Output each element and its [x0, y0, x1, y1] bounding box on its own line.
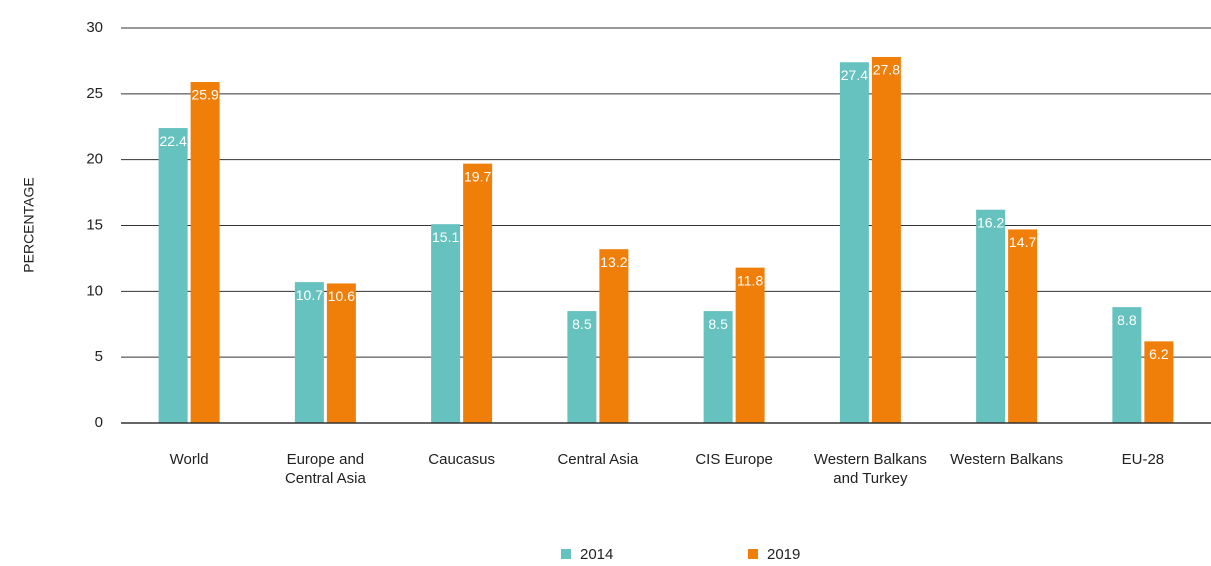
bar	[463, 163, 493, 423]
bar	[567, 311, 597, 423]
x-tick-label: World	[169, 451, 209, 468]
bar	[703, 311, 733, 423]
y-tick-label: 15	[86, 216, 103, 233]
value-label: 27.8	[873, 62, 900, 78]
x-tick-label: CIS Europe	[695, 451, 773, 468]
bar	[871, 56, 901, 423]
bar	[1008, 229, 1038, 423]
bar	[599, 249, 629, 423]
bar	[190, 81, 220, 423]
x-tick-label: Western Balkans	[950, 451, 1064, 468]
y-tick-label: 5	[95, 348, 103, 365]
bar	[431, 224, 461, 423]
value-label: 19.7	[464, 168, 491, 184]
legend-swatch	[748, 549, 758, 559]
x-tick-label: Caucasus	[428, 451, 495, 468]
bar	[1144, 341, 1174, 423]
bar	[976, 209, 1006, 423]
x-tick-label: Central Asia	[557, 451, 639, 468]
y-tick-label: 0	[95, 414, 103, 431]
value-label: 8.8	[1117, 312, 1137, 328]
x-tick-label: Western Balkans and Turkey	[813, 451, 927, 487]
bar	[326, 283, 356, 423]
value-label: 25.9	[192, 87, 219, 103]
value-label: 14.7	[1009, 234, 1036, 250]
bar	[1112, 307, 1142, 423]
value-label: 13.2	[600, 254, 627, 270]
legend-swatch	[561, 549, 571, 559]
y-tick-label: 25	[86, 85, 103, 102]
value-label: 16.2	[977, 214, 1004, 230]
bar	[735, 267, 765, 423]
x-tick-label: Europe and Central Asia	[284, 451, 366, 487]
value-label: 15.1	[432, 229, 459, 245]
y-tick-label: 10	[86, 282, 103, 299]
value-label: 8.5	[708, 316, 728, 332]
value-label: 22.4	[160, 133, 187, 149]
value-label: 10.7	[296, 287, 323, 303]
y-axis-label: PERCENTAGE	[21, 177, 37, 272]
y-tick-label: 20	[86, 151, 103, 168]
bar	[294, 282, 324, 423]
y-tick-label: 30	[86, 19, 103, 36]
x-tick-label: EU-28	[1121, 451, 1165, 468]
value-label: 10.6	[328, 288, 355, 304]
legend-label: 2014	[580, 546, 613, 563]
value-label: 27.4	[841, 67, 868, 83]
value-label: 8.5	[572, 316, 592, 332]
value-label: 11.8	[737, 272, 763, 288]
legend-label: 2019	[767, 546, 800, 563]
bar	[158, 128, 188, 424]
value-label: 6.2	[1149, 346, 1169, 362]
bar	[839, 62, 869, 423]
